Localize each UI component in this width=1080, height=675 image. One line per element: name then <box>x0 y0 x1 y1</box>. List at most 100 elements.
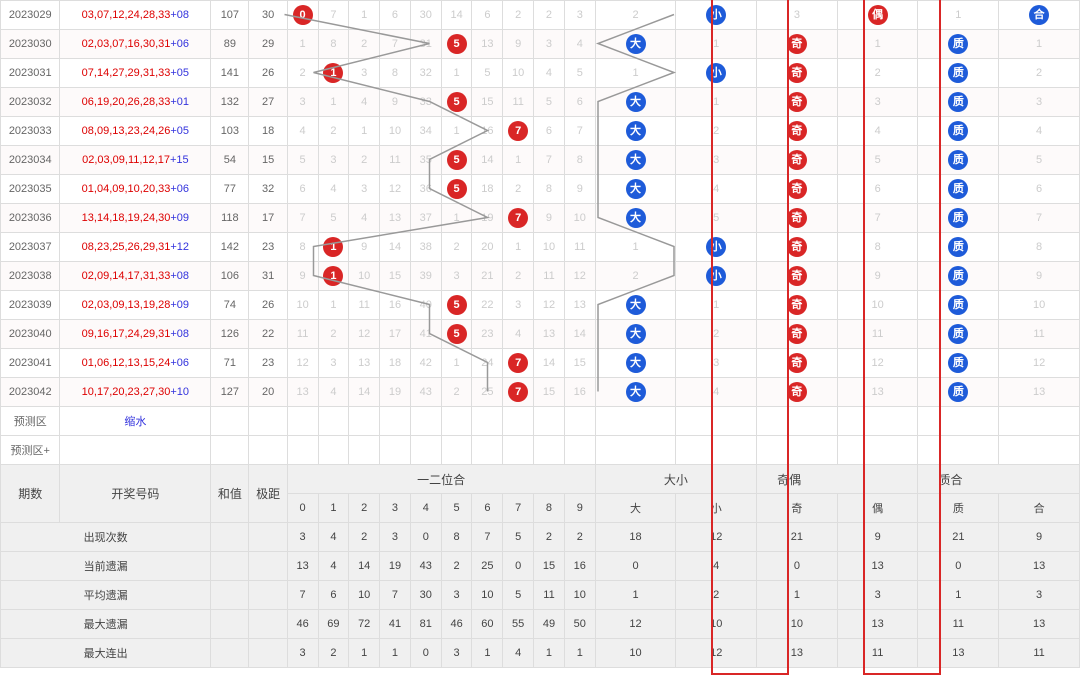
dx-ball: 大 <box>626 179 646 199</box>
zh-ball: 质 <box>948 266 968 286</box>
jo-ball: 奇 <box>787 266 807 286</box>
jo-ball: 奇 <box>787 92 807 112</box>
hit-ball: 5 <box>447 324 467 344</box>
data-row: 202302903,07,12,24,28,33+081073007163014… <box>1 1 1080 30</box>
red-numbers: 02,03,07,16,30,31 <box>82 38 171 50</box>
red-numbers: 08,23,25,26,29,31 <box>82 241 171 253</box>
zh-ball: 质 <box>948 121 968 141</box>
blue-number: +12 <box>170 241 189 253</box>
stats-row: 最大遗漏46697241814660554950121010131113 <box>1 610 1080 639</box>
blue-number: +09 <box>170 299 189 311</box>
blue-number: +05 <box>170 67 189 79</box>
data-row: 202303308,09,13,23,24,26+051031842110341… <box>1 117 1080 146</box>
data-row: 202303501,04,09,10,20,33+067732643123651… <box>1 175 1080 204</box>
hit-ball: 7 <box>508 121 528 141</box>
jo-ball: 奇 <box>787 382 807 402</box>
zh-ball: 质 <box>948 34 968 54</box>
data-row: 202303107,14,27,29,31,33+051412621383215… <box>1 59 1080 88</box>
red-numbers: 09,16,17,24,29,31 <box>82 328 171 340</box>
red-numbers: 07,14,27,29,31,33 <box>82 67 171 79</box>
dx-ball: 大 <box>626 208 646 228</box>
jo-ball: 奇 <box>787 150 807 170</box>
shrink-link[interactable] <box>60 436 211 465</box>
data-row: 202303708,23,25,26,29,31+121422381914382… <box>1 233 1080 262</box>
data-row: 202303002,03,07,16,30,31+068929182731513… <box>1 30 1080 59</box>
zh-ball: 质 <box>948 353 968 373</box>
shrink-link[interactable]: 缩水 <box>60 407 211 436</box>
dx-ball: 大 <box>626 353 646 373</box>
data-row: 202303402,03,09,11,12,17+155415532113551… <box>1 146 1080 175</box>
red-numbers: 02,03,09,13,19,28 <box>82 299 171 311</box>
jo-ball: 奇 <box>787 295 807 315</box>
blue-number: +06 <box>170 183 189 195</box>
dx-ball: 小 <box>706 5 726 25</box>
data-row: 202303613,14,18,19,24,30+091181775413371… <box>1 204 1080 233</box>
jo-ball: 奇 <box>787 324 807 344</box>
zh-ball: 质 <box>948 208 968 228</box>
jo-ball: 偶 <box>868 5 888 25</box>
jo-ball: 奇 <box>787 121 807 141</box>
red-numbers: 13,14,18,19,24,30 <box>82 212 171 224</box>
zh-ball: 质 <box>948 179 968 199</box>
dx-ball: 小 <box>706 237 726 257</box>
predict-row: 预测区+ <box>1 436 1080 465</box>
hit-ball: 7 <box>508 382 528 402</box>
blue-number: +06 <box>170 38 189 50</box>
hit-ball: 5 <box>447 295 467 315</box>
jo-ball: 奇 <box>787 237 807 257</box>
stats-row: 最大连出3211031411101213111311 <box>1 639 1080 668</box>
dx-ball: 大 <box>626 34 646 54</box>
red-numbers: 08,09,13,23,24,26 <box>82 125 171 137</box>
data-row: 202304009,16,17,24,29,31+081262211212174… <box>1 320 1080 349</box>
hit-ball: 0 <box>293 5 313 25</box>
header-row: 期数开奖号码和值极距一二位合大小奇偶质合 <box>1 465 1080 494</box>
hit-ball: 1 <box>323 266 343 286</box>
hit-ball: 1 <box>323 237 343 257</box>
dx-ball: 大 <box>626 382 646 402</box>
zh-ball: 质 <box>948 382 968 402</box>
zh-ball: 质 <box>948 92 968 112</box>
jo-ball: 奇 <box>787 179 807 199</box>
blue-number: +08 <box>170 9 189 21</box>
red-numbers: 01,06,12,13,15,24 <box>82 357 171 369</box>
red-numbers: 02,03,09,11,12,17 <box>82 154 170 166</box>
red-numbers: 10,17,20,23,27,30 <box>82 386 171 398</box>
data-row: 202304210,17,20,23,27,30+101272013414194… <box>1 378 1080 407</box>
hit-ball: 7 <box>508 208 528 228</box>
data-row: 202303902,03,09,13,19,28+097426101111640… <box>1 291 1080 320</box>
red-numbers: 03,07,12,24,28,33 <box>82 9 171 21</box>
dx-ball: 大 <box>626 295 646 315</box>
stats-row: 当前遗漏1341419432250151604013013 <box>1 552 1080 581</box>
red-numbers: 06,19,20,26,28,33 <box>82 96 171 108</box>
zh-ball: 质 <box>948 237 968 257</box>
dx-ball: 大 <box>626 150 646 170</box>
dx-ball: 大 <box>626 121 646 141</box>
zh-ball: 质 <box>948 150 968 170</box>
red-numbers: 02,09,14,17,31,33 <box>82 270 171 282</box>
predict-row: 预测区缩水 <box>1 407 1080 436</box>
stats-row: 平均遗漏761073031051110121313 <box>1 581 1080 610</box>
dx-ball: 大 <box>626 324 646 344</box>
blue-number: +01 <box>170 96 189 108</box>
blue-number: +08 <box>170 270 189 282</box>
hit-ball: 1 <box>323 63 343 83</box>
hit-ball: 5 <box>447 34 467 54</box>
blue-number: +15 <box>170 154 189 166</box>
jo-ball: 奇 <box>787 208 807 228</box>
zh-ball: 质 <box>948 295 968 315</box>
zh-ball: 合 <box>1029 5 1049 25</box>
stats-row: 出现次数34230875221812219219 <box>1 523 1080 552</box>
blue-number: +08 <box>170 328 189 340</box>
hit-ball: 5 <box>447 92 467 112</box>
data-row: 202304101,06,12,13,15,24+067123123131842… <box>1 349 1080 378</box>
jo-ball: 奇 <box>787 34 807 54</box>
hit-ball: 5 <box>447 150 467 170</box>
data-row: 202303206,19,20,26,28,33+011322731493351… <box>1 88 1080 117</box>
zh-ball: 质 <box>948 63 968 83</box>
zh-ball: 质 <box>948 324 968 344</box>
data-row: 202303802,09,14,17,31,33+081063191101539… <box>1 262 1080 291</box>
jo-ball: 奇 <box>787 353 807 373</box>
blue-number: +09 <box>170 212 189 224</box>
jo-ball: 奇 <box>787 63 807 83</box>
dx-ball: 小 <box>706 266 726 286</box>
